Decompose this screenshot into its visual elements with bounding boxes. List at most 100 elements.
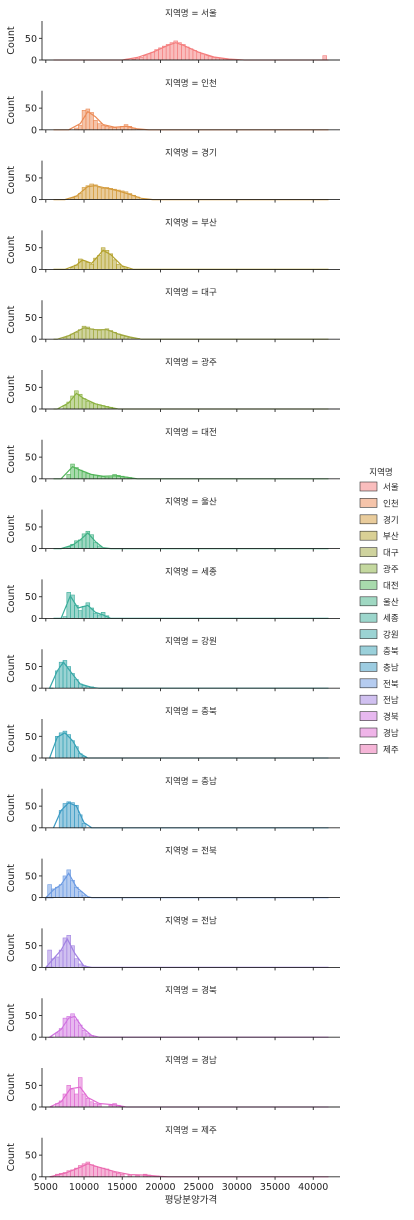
hist-bar xyxy=(97,330,102,340)
legend-swatch xyxy=(359,612,378,623)
facet-panel-7: 지역명 = 울산 0 50 Count xyxy=(6,497,340,555)
facet-panel-16: 지역명 = 제주 0 50 5000 10000 15000 20000 25000 30000… xyxy=(6,1125,340,1193)
y-tick-label: 0 xyxy=(31,474,37,485)
hist-bar xyxy=(169,42,175,61)
legend-swatch xyxy=(359,645,378,656)
hist-bar xyxy=(58,949,64,968)
hist-bar xyxy=(108,1170,113,1178)
hist-bar xyxy=(85,1033,91,1038)
y-tick-label: 50 xyxy=(25,871,37,882)
kde-line xyxy=(53,392,329,410)
hist-bar xyxy=(74,331,79,340)
legend-label: 세종 xyxy=(383,614,399,624)
y-tick-label: 0 xyxy=(31,893,37,904)
y-axis-label: Count xyxy=(6,96,17,124)
x-tick-label: 15000 xyxy=(107,1182,137,1193)
hist-bar xyxy=(77,1077,83,1108)
legend-label: 전남 xyxy=(383,695,399,706)
hist-bar xyxy=(85,1098,91,1108)
x-tick-label: 35000 xyxy=(260,1182,290,1193)
y-axis-label: Count xyxy=(6,166,17,194)
y-tick-label: 0 xyxy=(31,56,37,67)
facet-title: 지역명 = 전북 xyxy=(165,846,217,857)
facet-panel-5: 지역명 = 광주 0 50 Count xyxy=(6,357,340,416)
y-tick-label: 0 xyxy=(31,195,37,206)
y-tick-label: 0 xyxy=(31,684,37,695)
y-axis-label: Count xyxy=(6,934,17,962)
y-tick-label: 50 xyxy=(25,592,37,603)
kde-line xyxy=(53,42,329,61)
legend-label: 인천 xyxy=(383,498,399,509)
hist-bar xyxy=(93,119,98,131)
hist-bar xyxy=(192,50,198,61)
hist-bar xyxy=(112,474,117,480)
y-tick-label: 0 xyxy=(31,335,37,346)
y-tick-label: 0 xyxy=(31,1103,37,1114)
hist-bar xyxy=(85,473,91,480)
kde-line xyxy=(47,1015,329,1038)
hist-bar xyxy=(97,255,102,270)
legend-label: 경기 xyxy=(383,515,399,526)
hist-bar xyxy=(104,187,110,200)
hist-bar xyxy=(89,328,94,340)
facet-title: 지역명 = 대전 xyxy=(165,427,217,438)
hist-bar xyxy=(81,1029,87,1038)
hist-bar xyxy=(74,1093,79,1108)
y-axis-label: Count xyxy=(6,864,17,892)
legend-swatch xyxy=(359,694,378,705)
y-tick-label: 0 xyxy=(31,614,37,625)
facet-panel-4: 지역명 = 대구 0 50 Count xyxy=(6,287,340,346)
legend-swatch xyxy=(359,662,378,672)
y-axis-label: Count xyxy=(6,375,17,403)
facet-title: 지역명 = 인천 xyxy=(165,78,217,89)
hist-bar xyxy=(177,42,182,61)
legend-label: 부산 xyxy=(383,531,399,542)
hist-bar xyxy=(81,1093,87,1108)
kde-line xyxy=(49,1086,329,1108)
x-tick-label: 20000 xyxy=(145,1182,175,1193)
hist-bar xyxy=(146,53,152,61)
facet-title: 지역명 = 전남 xyxy=(165,915,217,926)
hist-bar xyxy=(120,335,125,340)
hist-bar xyxy=(77,610,83,619)
facet-panel-6: 지역명 = 대전 0 50 Count xyxy=(6,427,340,485)
facet-panel-9: 지역명 = 강원 0 50 Count xyxy=(6,636,340,695)
x-tick-label: 5000 xyxy=(34,1182,58,1193)
facet-panel-13: 지역명 = 전남 0 50 Count xyxy=(6,915,340,974)
kde-line xyxy=(48,661,329,689)
hist-bar xyxy=(89,1101,94,1108)
legend-swatch xyxy=(359,727,378,738)
y-tick-label: 50 xyxy=(25,453,37,464)
y-tick-label: 0 xyxy=(31,405,37,416)
y-tick-label: 0 xyxy=(31,754,37,765)
hist-bar xyxy=(66,801,71,829)
y-axis-label: Count xyxy=(6,794,17,822)
hist-bar xyxy=(74,1019,79,1038)
y-tick-label: 0 xyxy=(31,265,37,276)
y-axis-label: Count xyxy=(6,26,17,54)
hist-bar xyxy=(100,188,106,200)
x-tick-label: 10000 xyxy=(69,1182,99,1193)
legend-label: 제주 xyxy=(383,745,399,755)
y-tick-label: 50 xyxy=(25,802,37,813)
facet-panel-14: 지역명 = 경북 0 50 Count xyxy=(6,985,340,1044)
y-tick-label: 0 xyxy=(31,1172,37,1183)
y-axis-label: Count xyxy=(6,1143,17,1171)
hist-bar xyxy=(116,1173,121,1178)
x-tick-label: 40000 xyxy=(298,1182,328,1193)
hist-bar xyxy=(93,1166,98,1178)
y-axis-label: Count xyxy=(6,445,17,473)
facet-title: 지역명 = 충북 xyxy=(165,706,217,717)
hist-bar xyxy=(70,802,75,829)
facet-title: 지역명 = 대구 xyxy=(165,287,217,298)
y-tick-label: 50 xyxy=(25,313,37,324)
legend-label: 울산 xyxy=(383,597,399,608)
kde-line xyxy=(52,801,329,829)
y-tick-label: 0 xyxy=(31,544,37,555)
kde-line xyxy=(53,594,329,619)
facet-title: 지역명 = 경남 xyxy=(165,1055,217,1066)
hist-bar xyxy=(89,1164,94,1178)
y-tick-label: 0 xyxy=(31,1033,37,1044)
y-tick-label: 50 xyxy=(25,34,37,45)
